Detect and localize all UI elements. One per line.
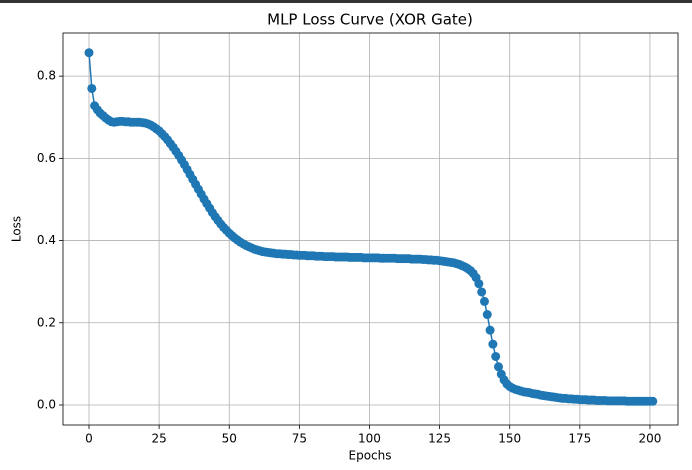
marker [485,325,495,335]
x-tick-label: 25 [151,432,166,446]
x-axis-label: Epochs [349,449,392,463]
marker [648,396,658,406]
x-tick-label: 200 [638,432,661,446]
marker [491,351,501,361]
x-tick-label: 0 [85,432,93,446]
plot-frame [62,32,679,426]
x-tick-label: 100 [358,432,381,446]
window-edge [0,0,692,3]
y-tick-label: 0.8 [37,69,56,83]
x-tick-label: 175 [568,432,591,446]
x-tick-label: 150 [498,432,521,446]
loss-line [88,52,653,403]
marker [87,83,97,93]
x-tick-label: 125 [428,432,451,446]
y-tick-label: 0.2 [37,315,56,329]
y-tick-label: 0.4 [37,233,56,247]
marker [488,339,498,349]
marker [482,310,492,320]
marker [84,48,94,58]
y-tick-label: 0.0 [37,397,56,411]
x-tick-label: 50 [222,432,237,446]
y-tick-label: 0.6 [37,151,56,165]
x-tick-label: 75 [292,432,307,446]
marker [474,279,484,289]
marker [493,362,503,372]
marker [477,287,487,297]
y-axis-label: Loss [10,216,24,242]
chart-title: MLP Loss Curve (XOR Gate) [267,11,473,29]
marker [479,296,489,306]
